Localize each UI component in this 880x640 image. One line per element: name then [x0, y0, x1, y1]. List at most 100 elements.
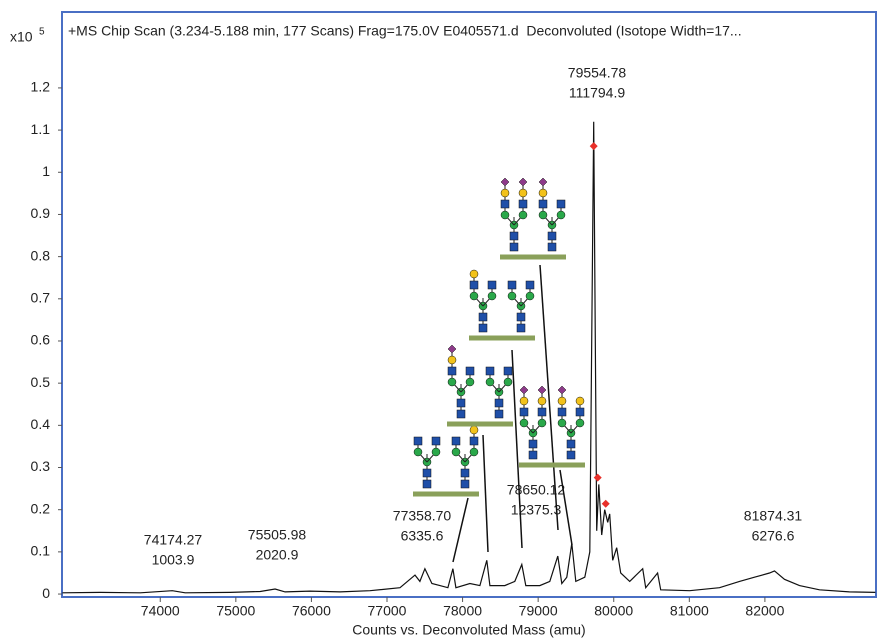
- mannose: [447, 377, 457, 387]
- peak-intensity-label: 6276.6: [752, 528, 795, 544]
- y-multiplier-exponent: 5: [39, 27, 45, 38]
- mannose: [538, 210, 548, 220]
- glcnac: [503, 366, 513, 376]
- galactose: [537, 396, 547, 406]
- sialic-acid: [557, 385, 567, 395]
- glcnac: [487, 280, 497, 290]
- peak-marker: [593, 473, 602, 482]
- sialic-acid: [537, 385, 547, 395]
- glcnac: [566, 450, 576, 460]
- glycan-pointer: [511, 349, 523, 549]
- galactose: [519, 396, 529, 406]
- glcnac: [469, 280, 479, 290]
- peak-intensity-label: 2020.9: [256, 547, 299, 563]
- mannose: [485, 377, 495, 387]
- glcnac: [557, 407, 567, 417]
- glcnac: [566, 439, 576, 449]
- glcnac: [478, 323, 488, 333]
- chart-title: +MS Chip Scan (3.234-5.188 min, 177 Scan…: [68, 23, 742, 39]
- y-tick-label: 1.2: [31, 79, 51, 95]
- peak-mass-label: 77358.70: [393, 508, 452, 524]
- peak-intensity-label: 111794.9: [569, 85, 626, 101]
- sialic-acid: [519, 385, 529, 395]
- glcnac: [465, 366, 475, 376]
- glcnac: [509, 231, 519, 241]
- mannose: [537, 418, 547, 428]
- peak-mass-label: 74174.27: [144, 532, 203, 548]
- glycan-pointer: [482, 434, 489, 553]
- glcnac: [556, 199, 566, 209]
- mannose: [525, 291, 535, 301]
- sialic-acid: [538, 177, 548, 187]
- sialic-acid: [500, 177, 510, 187]
- mannose: [465, 377, 475, 387]
- glcnac: [422, 468, 432, 478]
- glcnac: [547, 231, 557, 241]
- mannose: [519, 418, 529, 428]
- y-tick-label: 0: [42, 585, 50, 601]
- sialic-acid: [447, 344, 457, 354]
- x-tick-label: 81000: [670, 603, 709, 619]
- peak-mass-label: 75505.98: [248, 527, 307, 543]
- y-tick-label: 0.1: [31, 543, 51, 559]
- glcnac: [507, 280, 517, 290]
- x-tick-label: 82000: [745, 603, 784, 619]
- spectrum-line: [62, 121, 876, 594]
- x-tick-label: 76000: [292, 603, 331, 619]
- mannose: [557, 418, 567, 428]
- galactose: [469, 269, 479, 279]
- y-tick-label: 0.2: [31, 500, 51, 516]
- y-tick-label: 0.3: [31, 458, 51, 474]
- peak-intensity-label: 1003.9: [152, 552, 195, 568]
- glcnac: [447, 366, 457, 376]
- glcnac: [413, 436, 423, 446]
- x-tick-label: 80000: [594, 603, 633, 619]
- mannose: [556, 210, 566, 220]
- mannose: [469, 447, 479, 457]
- galactose: [557, 396, 567, 406]
- mannose: [503, 377, 513, 387]
- glcnac: [519, 407, 529, 417]
- glycan-pointer: [452, 497, 469, 563]
- peak-mass-label: 81874.31: [744, 508, 803, 524]
- glcnac: [518, 199, 528, 209]
- glcnac: [485, 366, 495, 376]
- glcnac: [456, 409, 466, 419]
- y-tick-label: 0.8: [31, 247, 51, 263]
- glycan-pointer: [559, 469, 573, 546]
- mannose: [518, 210, 528, 220]
- galactose: [500, 188, 510, 198]
- glcnac: [528, 450, 538, 460]
- mannose: [507, 291, 517, 301]
- galactose: [538, 188, 548, 198]
- peak-marker: [601, 499, 610, 508]
- glcnac: [528, 439, 538, 449]
- plot-frame: [61, 11, 877, 598]
- peak-intensity-label: 12375.3: [511, 502, 562, 518]
- y-multiplier: x10: [10, 29, 33, 45]
- glcnac: [537, 407, 547, 417]
- y-tick-label: 0.7: [31, 290, 51, 306]
- galactose: [518, 188, 528, 198]
- peak-marker: [589, 142, 598, 151]
- x-tick-label: 79000: [519, 603, 558, 619]
- x-tick-label: 74000: [141, 603, 180, 619]
- mannose: [469, 291, 479, 301]
- glcnac: [469, 436, 479, 446]
- x-axis-label: Counts vs. Deconvoluted Mass (amu): [352, 622, 585, 638]
- x-tick-label: 77000: [368, 603, 407, 619]
- glcnac: [500, 199, 510, 209]
- mannose: [487, 291, 497, 301]
- glcnac: [525, 280, 535, 290]
- x-tick-label: 78000: [443, 603, 482, 619]
- glcnac: [478, 312, 488, 322]
- glcnac: [451, 436, 461, 446]
- glycan-cartoons: [413, 177, 585, 563]
- galactose: [575, 396, 585, 406]
- glcnac: [516, 312, 526, 322]
- y-tick-label: 0.6: [31, 332, 51, 348]
- galactose: [447, 355, 457, 365]
- sialic-acid: [518, 177, 528, 187]
- glcnac: [456, 398, 466, 408]
